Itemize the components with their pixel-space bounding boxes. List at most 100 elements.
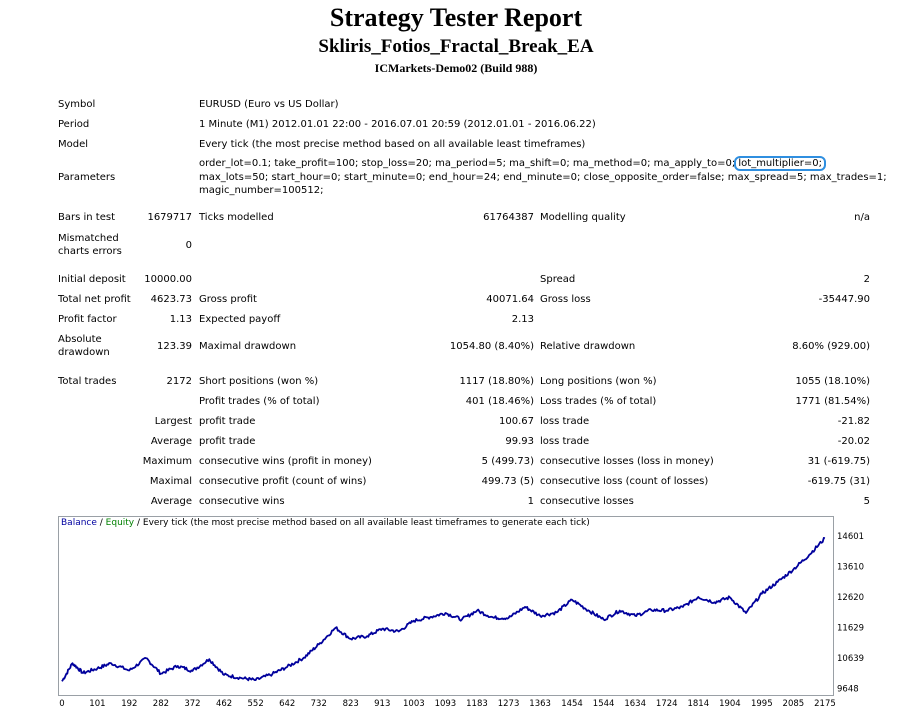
y-tick-label: 9648	[837, 684, 859, 694]
consecutive-profit-count-label: consecutive profit (count of wins)	[199, 476, 367, 487]
net-profit-value: 4623.73	[150, 294, 192, 305]
x-tick-label: 552	[248, 699, 264, 709]
x-tick-label: 282	[153, 699, 169, 709]
x-tick-label: 823	[343, 699, 359, 709]
model-label: Model	[58, 139, 89, 150]
average-consecutive-wins-value: 1	[527, 496, 534, 507]
x-tick-label: 1544	[593, 699, 615, 709]
consecutive-loss-count-label: consecutive loss (count of losses)	[540, 476, 709, 487]
legend-balance: Balance	[61, 518, 97, 528]
average-loss-trade-label: loss trade	[540, 436, 590, 447]
profit-trades-label: Profit trades (% of total)	[199, 396, 320, 407]
absolute-drawdown-label-1: Absolute	[58, 334, 102, 345]
mismatch-value: 0	[185, 240, 192, 251]
gross-loss-value: -35447.90	[818, 294, 870, 305]
x-tick-label: 1995	[751, 699, 773, 709]
largest-loss-trade-value: -21.82	[837, 416, 870, 427]
spread-label: Spread	[540, 274, 576, 285]
consecutive-wins-money-label: consecutive wins (profit in money)	[199, 456, 372, 467]
ea-name: Skliris_Fotios_Fractal_Break_EA	[318, 36, 594, 57]
x-tick-label: 1634	[624, 699, 646, 709]
profit-trades-value: 401 (18.46%)	[465, 396, 534, 407]
average-consecutive-losses-label: consecutive losses	[540, 496, 634, 507]
loss-trades-value: 1771 (81.54%)	[795, 396, 870, 407]
net-profit-label: Total net profit	[58, 294, 131, 305]
gross-profit-label: Gross profit	[199, 294, 257, 305]
x-tick-label: 642	[279, 699, 295, 709]
period-value: 1 Minute (M1) 2012.01.01 22:00 - 2016.07…	[199, 119, 596, 130]
total-trades-value: 2172	[166, 376, 192, 387]
y-tick-label: 14601	[837, 532, 864, 542]
x-tick-label: 2175	[814, 699, 836, 709]
balance-line	[61, 537, 826, 682]
period-label: Period	[58, 119, 90, 130]
x-tick-label: 192	[121, 699, 137, 709]
initial-deposit-value: 10000.00	[144, 274, 192, 285]
average-consecutive-losses-value: 5	[863, 496, 870, 507]
absolute-drawdown-value: 123.39	[157, 341, 192, 352]
spread-value: 2	[863, 274, 870, 285]
largest-label: Largest	[154, 416, 192, 427]
x-tick-label: 2085	[783, 699, 805, 709]
bars-value: 1679717	[147, 212, 192, 223]
y-tick-label: 11629	[837, 624, 864, 634]
x-tick-label: 913	[374, 699, 390, 709]
relative-drawdown-label: Relative drawdown	[540, 341, 636, 352]
chart-legend: Balance / Equity / Every tick (the most …	[61, 518, 590, 528]
largest-loss-trade-label: loss trade	[540, 416, 590, 427]
largest-profit-trade-value: 100.67	[499, 416, 534, 427]
server-build: ICMarkets-Demo02 (Build 988)	[374, 61, 538, 75]
y-tick-label: 10639	[837, 654, 864, 664]
params-line-3: magic_number=100512;	[199, 185, 324, 196]
parameters-label: Parameters	[58, 172, 116, 183]
report-title: Strategy Tester Report	[329, 3, 583, 32]
mismatch-label-1: Mismatched	[58, 233, 119, 244]
consecutive-losses-money-label: consecutive losses (loss in money)	[540, 456, 714, 467]
x-tick-label: 1003	[403, 699, 425, 709]
bars-label: Bars in test	[58, 212, 115, 223]
consecutive-loss-count-value: -619.75 (31)	[807, 476, 870, 487]
x-tick-label: 462	[216, 699, 232, 709]
x-tick-label: 0	[59, 699, 64, 709]
short-positions-label: Short positions (won %)	[199, 376, 319, 387]
mismatch-label-2: charts errors	[58, 246, 122, 257]
total-trades-label: Total trades	[58, 376, 117, 387]
symbol-value: EURUSD (Euro vs US Dollar)	[199, 99, 339, 110]
short-positions-value: 1117 (18.80%)	[459, 376, 534, 387]
maximal-drawdown-label: Maximal drawdown	[199, 341, 297, 352]
x-tick-label: 1904	[719, 699, 741, 709]
expected-payoff-value: 2.13	[511, 314, 534, 325]
average-profit-trade-value: 99.93	[505, 436, 534, 447]
params-line-1: order_lot=0.1; take_profit=100; stop_los…	[199, 156, 827, 171]
expected-payoff-label: Expected payoff	[199, 314, 281, 325]
x-tick-label: 372	[184, 699, 200, 709]
quality-value: n/a	[854, 212, 870, 223]
balance-chart	[58, 516, 834, 696]
symbol-label: Symbol	[58, 99, 96, 110]
maximal-drawdown-value: 1054.80 (8.40%)	[449, 341, 534, 352]
gross-loss-label: Gross loss	[540, 294, 591, 305]
x-tick-label: 1363	[529, 699, 551, 709]
quality-label: Modelling quality	[540, 212, 626, 223]
model-value: Every tick (the most precise method base…	[199, 139, 586, 150]
x-tick-label: 101	[89, 699, 105, 709]
params-line-2: max_lots=50; start_hour=0; start_minute=…	[199, 172, 887, 183]
average-profit-trade-label: profit trade	[199, 436, 256, 447]
x-tick-label: 1093	[435, 699, 457, 709]
x-tick-label: 1724	[656, 699, 678, 709]
largest-profit-trade-label: profit trade	[199, 416, 256, 427]
legend-equity: Equity	[105, 518, 135, 528]
x-tick-label: 1273	[498, 699, 520, 709]
consecutive-losses-money-value: 31 (-619.75)	[807, 456, 870, 467]
legend-separator: /	[96, 518, 106, 528]
average-consecutive-wins-label: consecutive wins	[199, 496, 285, 507]
consecutive-wins-money-value: 5 (499.73)	[481, 456, 534, 467]
average-loss-trade-value: -20.02	[837, 436, 870, 447]
x-tick-label: 1814	[687, 699, 709, 709]
params-line-1-text: order_lot=0.1; take_profit=100; stop_los…	[199, 158, 736, 169]
profit-factor-label: Profit factor	[58, 314, 117, 325]
ticks-label: Ticks modelled	[199, 212, 274, 223]
initial-deposit-label: Initial deposit	[58, 274, 126, 285]
x-tick-label: 732	[311, 699, 327, 709]
